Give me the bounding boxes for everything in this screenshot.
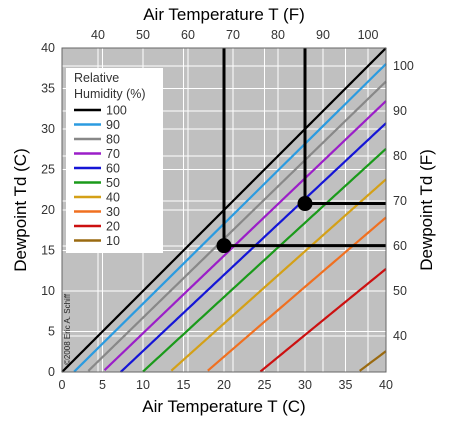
top-tick-label-f: 40: [91, 28, 105, 42]
right-tick-label-f: 40: [393, 329, 407, 343]
y-axis-title-right: Dewpoint Td (F): [417, 149, 436, 271]
right-tick-label-f: 90: [393, 104, 407, 118]
legend-label-90: 90: [106, 118, 120, 132]
legend-label-30: 30: [106, 205, 120, 219]
legend-title-line1: Relative: [74, 71, 119, 85]
legend-label-100: 100: [106, 104, 127, 118]
top-tick-label-f: 50: [136, 28, 150, 42]
x-tick-label: 25: [258, 378, 272, 392]
plot-frame: [61, 47, 387, 373]
rh-line-60: [119, 122, 387, 373]
top-tick-label-f: 70: [226, 28, 240, 42]
annotation-point-2: [297, 196, 313, 212]
y-tick-label: 40: [41, 41, 55, 55]
x-tick-label: 35: [339, 378, 353, 392]
rh-line-40: [170, 178, 387, 372]
rh-line-70: [103, 100, 387, 371]
y-tick-label: 5: [48, 325, 55, 339]
rh-line-50: [142, 147, 387, 373]
legend-label-60: 60: [106, 162, 120, 176]
x-tick-label: 20: [217, 378, 231, 392]
rh-line-10: [359, 350, 387, 372]
rh-lines: [61, 47, 387, 373]
y-tick-label: 15: [41, 244, 55, 258]
x-tick-label: 5: [99, 378, 106, 392]
legend-label-80: 80: [106, 133, 120, 147]
y-tick-label: 35: [41, 82, 55, 96]
right-tick-label-f: 70: [393, 194, 407, 208]
x-tick-label: 0: [59, 378, 66, 392]
top-tick-label-f: 90: [316, 28, 330, 42]
rh-line-30: [207, 216, 387, 372]
x-axis-title-bottom: Air Temperature T (C): [142, 397, 305, 416]
legend-label-20: 20: [106, 220, 120, 234]
annotation-layer: [216, 48, 386, 254]
rh-line-80: [87, 80, 387, 372]
top-tick-label-f: 100: [358, 28, 379, 42]
top-tick-label-f: 60: [181, 28, 195, 42]
y-tick-label: 25: [41, 163, 55, 177]
legend-label-50: 50: [106, 176, 120, 190]
y-tick-label: 20: [41, 203, 55, 217]
x-tick-label: 15: [177, 378, 191, 392]
right-tick-label-f: 60: [393, 239, 407, 253]
legend-label-70: 70: [106, 147, 120, 161]
x-tick-label: 10: [136, 378, 150, 392]
legend-title-line2: Humidity (%): [74, 87, 146, 101]
y-axis-title-left: Dewpoint Td (C): [11, 148, 30, 271]
legend-label-40: 40: [106, 191, 120, 205]
x-tick-label: 40: [379, 378, 393, 392]
legend: Relative Humidity (%) 100908070605040302…: [66, 68, 163, 253]
rh-line-90: [73, 63, 387, 373]
x-axis-title-top: Air Temperature T (F): [143, 5, 305, 24]
right-tick-label-f: 50: [393, 284, 407, 298]
top-tick-label-f: 80: [271, 28, 285, 42]
copyright-text: ©2008 Eric A. Schiff: [63, 293, 72, 365]
right-tick-label-f: 80: [393, 149, 407, 163]
y-tick-label: 10: [41, 284, 55, 298]
x-tick-label: 30: [298, 378, 312, 392]
right-tick-label-f: 100: [393, 59, 414, 73]
legend-box: [66, 68, 163, 253]
y-tick-label: 30: [41, 122, 55, 136]
rh-line-20: [259, 267, 387, 373]
legend-label-10: 10: [106, 234, 120, 248]
y-tick-label: 0: [48, 365, 55, 379]
annotation-point-1: [216, 238, 232, 254]
